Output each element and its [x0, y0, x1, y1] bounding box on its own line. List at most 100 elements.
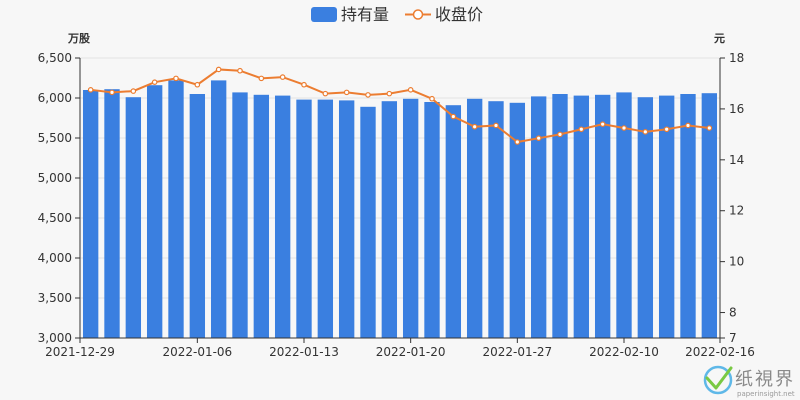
x-tick-label: 2022-02-16 [685, 345, 755, 359]
right-tick-label: 18 [729, 51, 744, 65]
price-point[interactable] [343, 89, 350, 96]
price-point[interactable] [151, 79, 158, 85]
price-point[interactable] [365, 92, 371, 98]
price-point[interactable] [599, 121, 606, 127]
price-point[interactable] [557, 131, 563, 138]
price-point[interactable] [173, 75, 179, 82]
bar[interactable] [594, 94, 611, 338]
price-point[interactable] [130, 88, 137, 94]
x-tick-label: 2022-01-13 [269, 345, 339, 359]
bar[interactable] [530, 96, 547, 339]
bar[interactable] [82, 90, 99, 338]
bar[interactable] [466, 98, 483, 338]
bar[interactable] [637, 97, 654, 338]
bar[interactable] [296, 99, 312, 338]
price-point[interactable] [471, 123, 478, 130]
x-tick-label: 2022-01-27 [482, 345, 552, 359]
price-point[interactable] [685, 122, 691, 129]
bar[interactable] [125, 97, 142, 338]
bar[interactable] [104, 89, 120, 338]
bar[interactable] [616, 92, 632, 339]
left-axis-ticks: 3,000 3,500 4,000 4,500 5,000 5,500 6,000 6,500 [38, 51, 80, 345]
right-axis-ticks: 7 8 10 12 14 16 18 [720, 51, 744, 345]
bar[interactable] [232, 92, 248, 339]
price-point[interactable] [578, 126, 585, 133]
bar[interactable] [381, 101, 398, 338]
x-tick-label: 2021-12-29 [45, 345, 115, 359]
legend[interactable]: 持有量 收盘价 [311, 5, 483, 24]
price-point[interactable] [642, 129, 649, 135]
x-tick-label: 2022-01-20 [376, 345, 446, 359]
price-point[interactable] [109, 89, 115, 96]
bar[interactable] [701, 93, 718, 338]
bar[interactable] [573, 95, 590, 338]
bar[interactable] [146, 85, 163, 338]
left-tick-label: 3,000 [38, 331, 72, 345]
bar[interactable] [210, 80, 227, 339]
right-tick-label: 10 [729, 255, 744, 269]
x-tick-label: 2022-02-10 [589, 345, 659, 359]
price-point[interactable] [621, 125, 627, 131]
right-tick-label: 12 [729, 204, 744, 218]
left-axis-unit: 万股 [67, 32, 91, 45]
bar[interactable] [488, 101, 504, 338]
right-axis-unit: 元 [714, 32, 725, 45]
bar[interactable] [317, 99, 334, 338]
legend-line-marker [412, 9, 424, 20]
bar[interactable] [445, 105, 462, 338]
right-tick-label: 14 [729, 153, 744, 167]
price-point[interactable] [258, 75, 265, 82]
bar[interactable] [424, 102, 440, 338]
x-axis-ticks: 2021-12-29 2022-01-06 2022-01-13 2022-01-20… [45, 338, 755, 359]
left-tick-label: 4,000 [38, 251, 72, 265]
bar-series-holdings [82, 80, 718, 339]
bar[interactable] [274, 95, 291, 338]
price-point[interactable] [706, 125, 713, 131]
left-tick-label: 5,000 [38, 171, 72, 185]
right-tick-label: 7 [729, 331, 737, 345]
bar[interactable] [189, 94, 206, 338]
price-point[interactable] [386, 90, 393, 97]
watermark-logo-icon [703, 365, 733, 395]
watermark-site: paperinsight.net [737, 390, 795, 398]
bar[interactable] [509, 102, 526, 338]
x-tick-label: 2022-01-06 [162, 345, 232, 359]
bar[interactable] [680, 94, 696, 338]
left-tick-label: 5,500 [38, 131, 72, 145]
price-point[interactable] [450, 113, 457, 120]
price-point[interactable] [514, 139, 521, 145]
price-point[interactable] [87, 87, 94, 93]
price-point[interactable] [194, 81, 201, 88]
price-point[interactable] [279, 74, 286, 80]
bar[interactable] [402, 98, 419, 338]
bar[interactable] [658, 95, 675, 338]
line-series-price [87, 66, 713, 145]
bar[interactable] [552, 94, 568, 338]
price-point[interactable] [237, 67, 243, 74]
bar[interactable] [253, 94, 270, 338]
bar[interactable] [360, 106, 376, 338]
price-point[interactable] [493, 122, 499, 129]
left-tick-label: 3,500 [38, 291, 72, 305]
price-line-path [90, 68, 710, 144]
legend-bar-swatch [311, 7, 337, 22]
legend-label-price: 收盘价 [435, 5, 483, 24]
price-point[interactable] [322, 90, 329, 97]
price-point[interactable] [407, 87, 414, 93]
price-point[interactable] [663, 126, 670, 133]
price-point[interactable] [215, 66, 222, 73]
price-point[interactable] [429, 95, 435, 102]
left-tick-label: 6,000 [38, 91, 72, 105]
left-tick-label: 4,500 [38, 211, 72, 225]
price-point[interactable] [535, 135, 542, 141]
left-tick-label: 6,500 [38, 51, 72, 65]
legend-label-holdings: 持有量 [341, 5, 389, 24]
price-point[interactable] [301, 81, 307, 88]
right-tick-label: 8 [729, 306, 737, 320]
right-tick-label: 16 [729, 102, 744, 116]
watermark: 纸視界 paperinsight.net [703, 365, 795, 398]
bar[interactable] [338, 100, 355, 339]
bar[interactable] [168, 80, 184, 339]
